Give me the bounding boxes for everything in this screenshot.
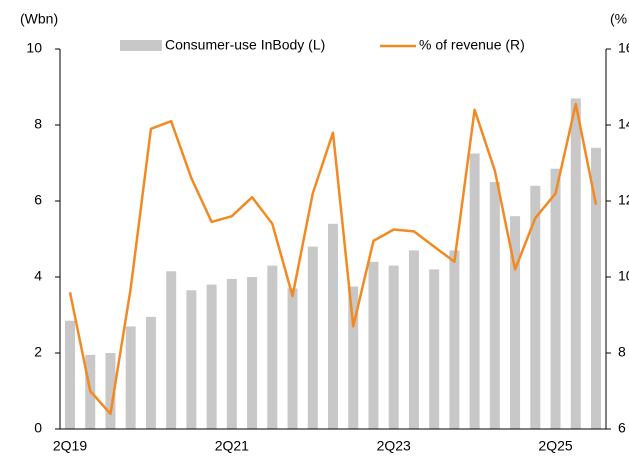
x-tick-label: 2Q23 (377, 438, 411, 454)
y-tick-label: 2 (34, 344, 42, 360)
bar (408, 250, 419, 429)
bar (287, 288, 298, 429)
bar (166, 271, 177, 429)
bar (570, 98, 581, 430)
legend-swatch (120, 40, 162, 51)
line (68, 102, 598, 416)
bar (65, 320, 75, 429)
bar (469, 153, 480, 429)
bar (429, 269, 440, 429)
x-tick-label: 2Q25 (538, 438, 572, 454)
bar (510, 216, 521, 429)
y-tick-label: 4 (34, 268, 42, 284)
bar (489, 182, 500, 429)
bar (449, 250, 460, 429)
bar (145, 316, 156, 429)
bar (307, 246, 318, 429)
bar (267, 265, 278, 429)
bar (348, 286, 359, 429)
bar (226, 278, 237, 429)
bar (550, 168, 561, 429)
x-tick-label: 2Q21 (215, 438, 249, 454)
bar (591, 147, 601, 430)
y2-tick-label: 12 (618, 192, 629, 208)
bar (105, 353, 116, 429)
bar (368, 261, 379, 429)
x-tick-label: 2Q19 (53, 438, 87, 454)
bar (186, 290, 197, 429)
bar (125, 326, 136, 429)
y2-tick-label: 6 (618, 420, 626, 436)
y2-tick-label: 16 (618, 40, 629, 56)
y-tick-label: 8 (34, 116, 42, 132)
bar (206, 284, 217, 429)
y-axis-label: (Wbn) (20, 11, 58, 27)
y2-tick-label: 8 (618, 344, 626, 360)
bar (328, 223, 338, 429)
y2-axis-label: (% (610, 11, 627, 27)
bar (388, 265, 399, 429)
y2-tick-label: 10 (618, 268, 629, 284)
y-tick-label: 6 (34, 192, 42, 208)
bar (247, 277, 258, 429)
legend-label: % of revenue (R) (419, 37, 525, 53)
bar (530, 185, 541, 429)
y-tick-label: 10 (26, 40, 42, 56)
y-tick-label: 0 (34, 420, 42, 436)
y2-tick-label: 14 (618, 116, 629, 132)
legend-label: Consumer-use InBody (L) (165, 37, 325, 53)
